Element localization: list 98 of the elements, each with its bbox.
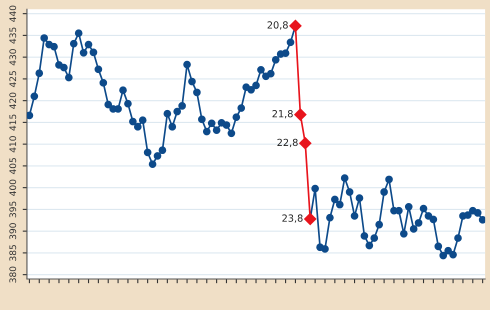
point — [60, 64, 68, 72]
y-tick-label: 415 — [9, 114, 16, 131]
point — [26, 112, 34, 120]
point — [366, 242, 374, 250]
point — [336, 200, 344, 208]
point — [198, 116, 206, 124]
point — [138, 116, 147, 124]
point — [208, 119, 216, 128]
point — [173, 108, 182, 116]
point — [340, 174, 349, 182]
point — [430, 216, 438, 224]
point — [90, 48, 98, 56]
point — [237, 104, 246, 112]
point — [346, 188, 354, 196]
point — [252, 82, 260, 90]
point — [289, 20, 302, 32]
point — [129, 118, 137, 126]
y-tick-label: 440 — [9, 6, 16, 22]
y-tick-label: 410 — [9, 136, 16, 152]
point — [183, 60, 191, 68]
point — [158, 146, 166, 154]
point — [420, 204, 428, 212]
point — [212, 126, 220, 134]
point — [144, 148, 152, 156]
point — [478, 216, 486, 224]
point — [404, 202, 413, 211]
point — [299, 137, 312, 150]
point — [282, 49, 290, 58]
annotation: 23,8 — [282, 214, 303, 223]
point — [360, 232, 368, 240]
point — [178, 102, 186, 110]
point — [134, 122, 142, 131]
point — [370, 234, 378, 242]
y-tick-label: 420 — [9, 92, 16, 109]
point — [474, 209, 482, 217]
point — [84, 40, 92, 48]
annotation: 21,8 — [272, 110, 293, 118]
point — [414, 219, 422, 227]
y-tick-label: 430 — [9, 49, 16, 66]
point — [375, 220, 384, 228]
point — [400, 230, 408, 238]
y-tick-label: 425 — [9, 71, 16, 88]
point — [304, 212, 316, 226]
point — [294, 108, 306, 121]
point — [99, 78, 108, 87]
point — [356, 194, 364, 202]
point — [40, 34, 48, 42]
point — [222, 121, 230, 129]
annotation: 22,8 — [277, 138, 298, 148]
point — [30, 92, 38, 100]
point — [464, 211, 472, 219]
point — [202, 128, 211, 136]
point — [188, 78, 196, 86]
point — [454, 234, 462, 242]
y-tick-label: 385 — [9, 245, 16, 261]
point — [94, 66, 102, 74]
point — [449, 250, 457, 258]
y-tick-label: 390 — [9, 223, 16, 240]
point — [266, 70, 275, 78]
point — [247, 86, 255, 94]
y-tick-label: 395 — [9, 202, 16, 218]
point — [228, 129, 236, 138]
point — [395, 206, 403, 215]
point — [148, 160, 156, 168]
y-tick-label: 400 — [9, 180, 16, 196]
point — [193, 88, 201, 96]
point — [434, 242, 442, 250]
point — [124, 100, 132, 108]
point — [410, 225, 418, 233]
point — [50, 42, 58, 51]
point — [424, 212, 432, 220]
point — [331, 196, 339, 204]
point — [119, 86, 127, 94]
point — [74, 29, 82, 38]
point — [385, 176, 393, 184]
point — [232, 113, 240, 121]
point — [70, 40, 78, 48]
point — [65, 74, 73, 82]
y-tick-label: 435 — [9, 28, 16, 44]
point — [80, 48, 88, 57]
point — [326, 214, 334, 222]
point — [321, 245, 329, 253]
point — [439, 252, 448, 260]
point — [286, 38, 294, 46]
annotation: 20,8 — [268, 21, 288, 30]
y-tick-label: 405 — [9, 158, 16, 174]
point — [35, 69, 44, 78]
point — [444, 246, 452, 255]
y-tick-label: 380 — [9, 266, 16, 283]
point — [350, 212, 358, 220]
point — [164, 110, 172, 118]
point — [104, 100, 112, 108]
point — [257, 66, 265, 74]
point — [168, 122, 176, 131]
point — [154, 152, 162, 160]
point — [311, 184, 319, 192]
point — [272, 56, 280, 64]
point — [380, 188, 388, 196]
